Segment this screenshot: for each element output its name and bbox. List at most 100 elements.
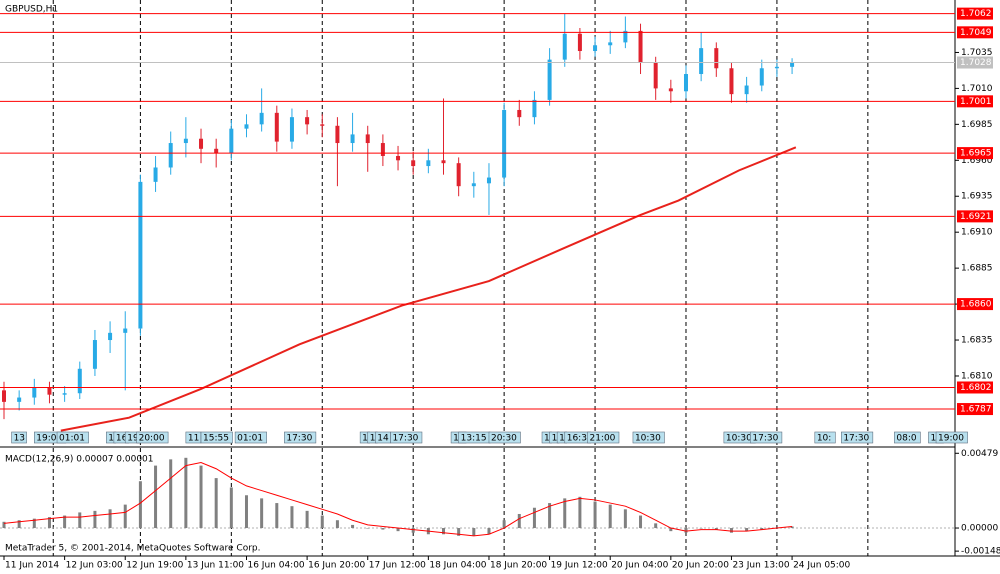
level-label-box [957, 403, 993, 416]
candle-body [517, 109, 522, 118]
event-marker [814, 431, 836, 444]
macd-bar [244, 495, 248, 529]
candle-body [562, 33, 567, 60]
macd-bar [745, 528, 749, 532]
event-marker [750, 431, 783, 444]
macd-bar [275, 503, 279, 529]
event-label: 08:0 [896, 434, 916, 444]
macd-bar [639, 515, 643, 529]
candle-body [411, 160, 416, 167]
candle-body [577, 33, 582, 52]
signal-line [3, 461, 793, 537]
y-tick-label: 1.7035 [961, 48, 993, 58]
macd-bar [154, 465, 158, 529]
macd-bar [411, 528, 415, 533]
event-label: 13:15 [461, 434, 487, 444]
candle-body [259, 112, 264, 125]
y-tick-label: -0.00148 [961, 547, 1000, 557]
candle-body [47, 387, 52, 395]
event-label: 10:30 [726, 434, 752, 444]
x-tick-label: 11 Jun 2014 [5, 561, 59, 571]
candle-body [547, 59, 552, 100]
macd-bar [335, 520, 339, 529]
candle-body [123, 328, 128, 333]
footer: MetaTrader 5, © 2001-2014, MetaQuotes So… [5, 544, 261, 554]
level-label-box [957, 210, 993, 223]
current-price-label: 1.7028 [960, 58, 992, 68]
macd-bar [108, 509, 112, 529]
candle-body [350, 134, 355, 144]
macd-bar [517, 513, 521, 529]
level-label-box [957, 147, 993, 160]
candle-body [653, 62, 658, 89]
macd-bar [17, 520, 21, 529]
x-tick-label: 20 Jun 20:00 [672, 561, 729, 571]
macd-bar [366, 528, 370, 529]
macd-bar [290, 506, 294, 529]
x-tick-label: 20 Jun 04:00 [611, 561, 668, 571]
y-tick-label: 1.6810 [961, 371, 993, 381]
x-tick-label: 18 Jun 04:00 [429, 561, 486, 571]
macd-bar [381, 528, 385, 530]
macd-bar [472, 528, 476, 536]
candle-body [683, 74, 688, 92]
event-label: 16:3 [567, 434, 587, 444]
candle-body [426, 160, 431, 167]
candle-body [668, 88, 673, 92]
x-tick-label: 24 Jun 05:00 [793, 561, 850, 571]
candle-body [486, 177, 491, 184]
event-marker [56, 431, 89, 444]
y-tick-label: 1.6910 [961, 228, 993, 238]
event-marker [841, 431, 874, 444]
candle-body [77, 368, 82, 394]
macd-bar [138, 481, 142, 529]
macd-bar [260, 498, 264, 529]
macd-bar [320, 515, 324, 529]
level-label: 1.7001 [960, 97, 992, 107]
candle-body [729, 68, 734, 95]
candle-body [744, 85, 749, 95]
chart-title: GBPUSD,H1 [5, 5, 58, 15]
macd-bar [578, 496, 582, 529]
macd-bar [623, 509, 627, 529]
event-label: 17:30 [392, 434, 418, 444]
y-tick-label: 0.00479 [961, 449, 998, 459]
candle-body [168, 143, 173, 168]
event-label: 14 [377, 434, 389, 444]
candle-body [608, 42, 613, 46]
macd-bar [608, 504, 612, 529]
event-marker [136, 431, 169, 444]
macd-bar [2, 521, 6, 529]
candle-body [274, 112, 279, 142]
candle-body [229, 128, 234, 154]
macd-bar [699, 528, 703, 529]
level-label-box [957, 7, 993, 20]
macd-bar [184, 457, 188, 529]
event-label: 20:00 [139, 434, 165, 444]
y-tick-label: 1.6935 [961, 192, 993, 202]
macd-bar [729, 528, 733, 533]
y-tick-label: 1.7010 [961, 84, 993, 94]
event-marker [390, 431, 423, 444]
event-marker [11, 431, 27, 444]
macd-bar [63, 515, 67, 529]
candle-body [108, 332, 113, 341]
candle-body [183, 138, 188, 144]
macd-bar [457, 528, 461, 536]
x-tick-label: 16 Jun 20:00 [308, 561, 365, 571]
macd-bar [199, 465, 203, 529]
candle-body [32, 387, 37, 398]
event-label: 21:00 [589, 434, 615, 444]
current-price-box [957, 56, 993, 69]
x-tick-label: 13 Jun 11:00 [187, 561, 244, 571]
level-label-box [957, 26, 993, 39]
event-label: 17:30 [286, 434, 312, 444]
candle-body [441, 160, 446, 164]
candle-body [456, 163, 461, 187]
macd-bar [532, 507, 536, 529]
level-label-box [957, 95, 993, 108]
event-label: 20:30 [491, 434, 517, 444]
macd-bar [47, 517, 51, 529]
event-label: 1 [559, 434, 565, 444]
